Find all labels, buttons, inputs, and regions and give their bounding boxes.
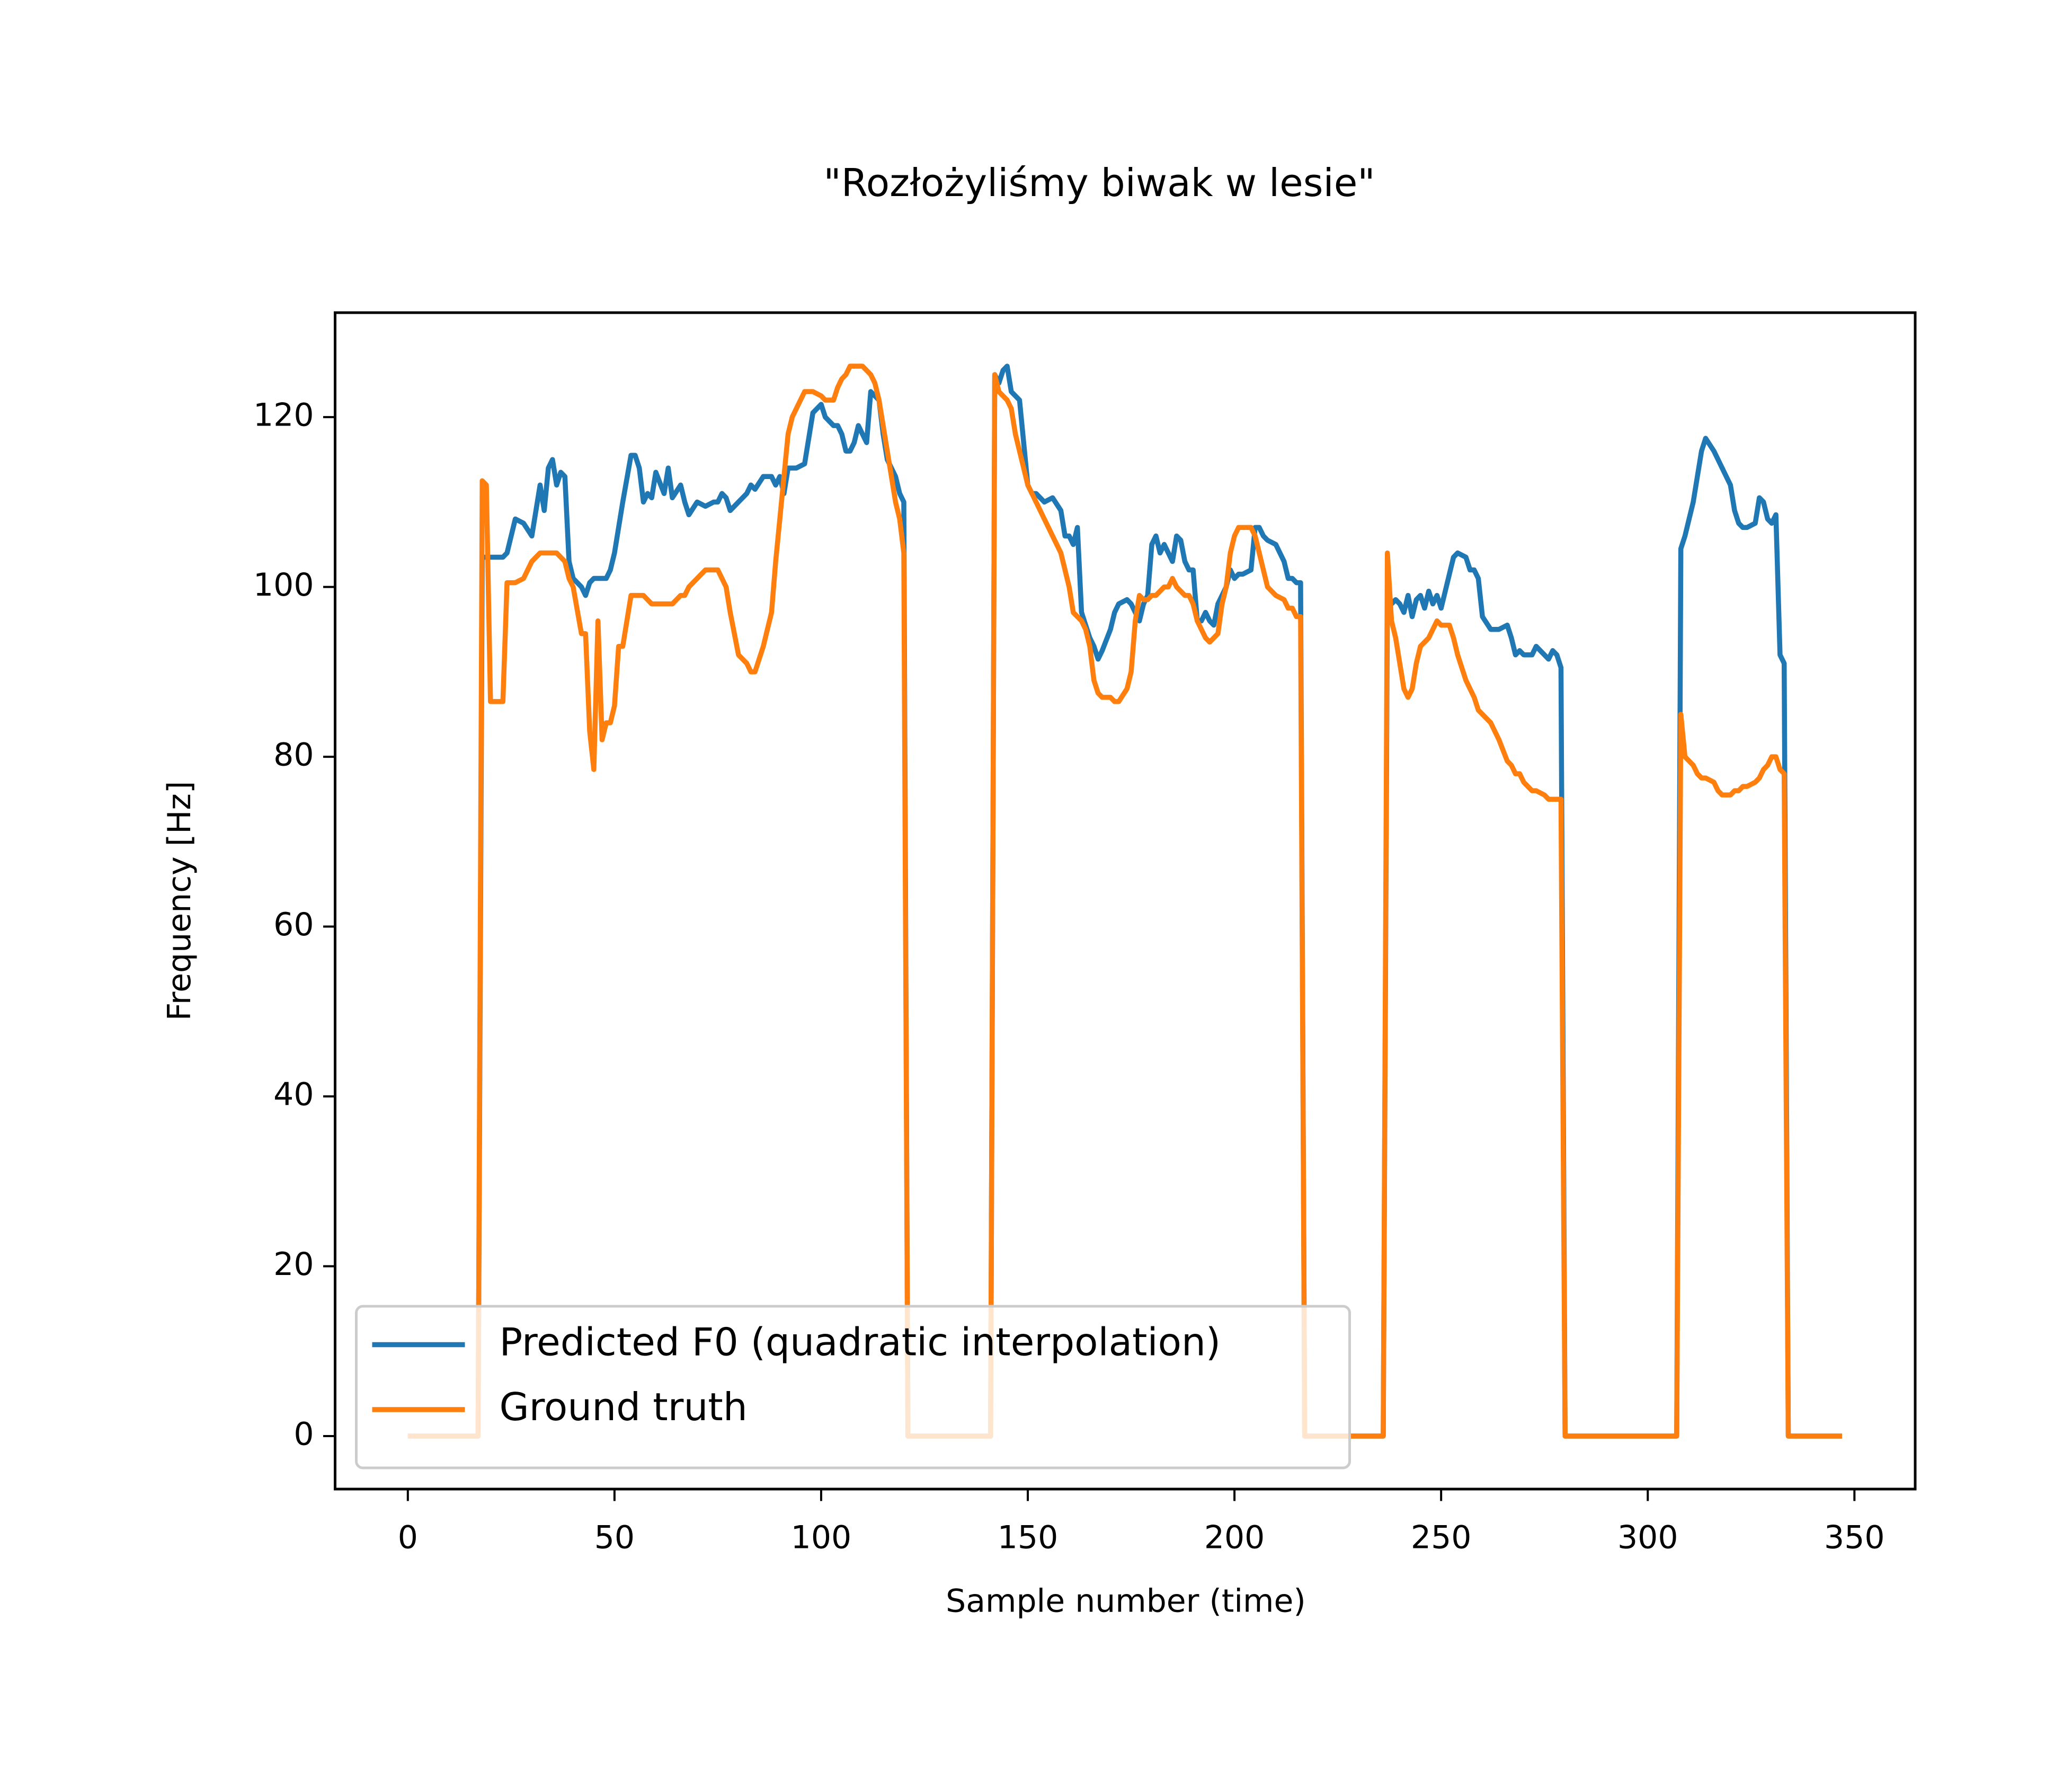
x-tick-label: 200	[1204, 1519, 1265, 1556]
y-tick-label: 80	[273, 737, 314, 774]
x-tick-label: 150	[998, 1519, 1059, 1556]
axes-frame	[333, 311, 1917, 1491]
legend-label: Ground truth	[500, 1385, 748, 1430]
legend-box	[354, 1305, 1351, 1469]
x-tick-label: 0	[398, 1519, 418, 1556]
legend: Predicted F0 (quadratic interpolation) Gr…	[354, 1305, 1351, 1469]
y-tick-label: 60	[273, 906, 314, 943]
y-tick-label: 0	[294, 1416, 314, 1453]
y-tick-label: 20	[273, 1246, 314, 1283]
x-tick-label: 100	[791, 1519, 852, 1556]
x-axis-label: Sample number (time)	[946, 1583, 1306, 1620]
y-tick-label: 100	[253, 566, 314, 604]
series-line	[407, 364, 1842, 1439]
x-tick-label: 350	[1824, 1519, 1885, 1556]
series-line	[407, 364, 1842, 1439]
x-tick-label: 300	[1617, 1519, 1678, 1556]
chart-title: "Rozłożyliśmy biwak w lesie"	[823, 161, 1375, 206]
x-tick-label: 50	[594, 1519, 635, 1556]
x-tick-label: 250	[1411, 1519, 1472, 1556]
legend-label: Predicted F0 (quadratic interpolation)	[500, 1321, 1221, 1365]
y-tick-label: 120	[253, 397, 314, 434]
y-tick-label: 40	[273, 1076, 314, 1113]
plot-area	[407, 364, 1842, 1439]
y-axis-label: Frequency [Hz]	[161, 781, 198, 1021]
